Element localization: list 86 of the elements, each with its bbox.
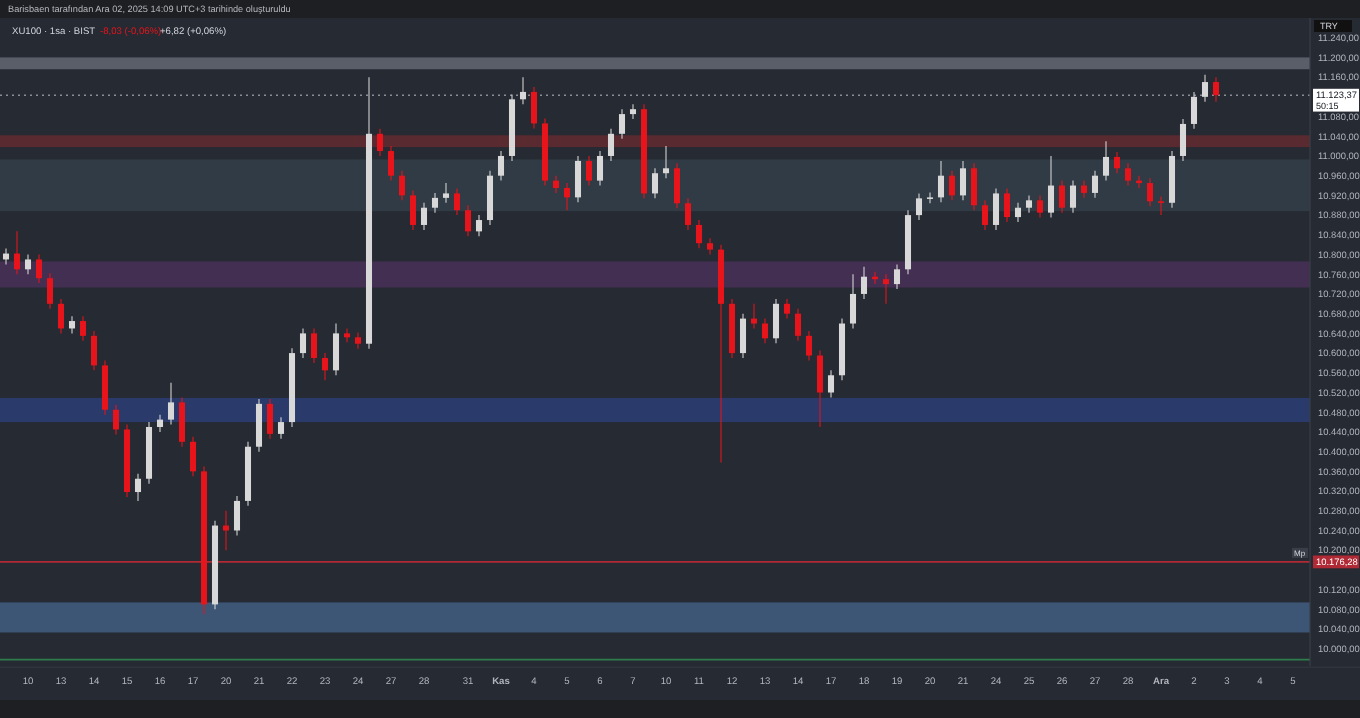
candlestick: [1201, 73, 1209, 103]
candlestick: [266, 398, 274, 440]
candlestick: [519, 76, 527, 105]
candlestick: [1124, 162, 1132, 187]
candlestick: [772, 298, 780, 344]
candlestick: [849, 273, 857, 330]
candlestick: [618, 108, 626, 140]
candlestick: [816, 349, 824, 428]
candlestick: [915, 192, 923, 221]
candlestick: [46, 272, 54, 310]
candlestick: [189, 436, 197, 477]
candlestick: [310, 327, 318, 364]
candlestick: [607, 128, 615, 162]
candlestick: [24, 253, 32, 275]
candlestick: [783, 298, 791, 320]
candlestick: [530, 86, 538, 130]
candlestick: [90, 330, 98, 372]
candlestick: [651, 167, 659, 200]
candlestick: [497, 150, 505, 182]
candlestick: [475, 214, 483, 237]
candlestick: [596, 150, 604, 187]
candlestick: [299, 327, 307, 359]
candlestick: [442, 182, 450, 204]
candlestick: [948, 170, 956, 202]
candlestick: [35, 253, 43, 284]
candlestick: [1113, 151, 1121, 174]
candlestick: [563, 182, 571, 211]
candlestick: [1168, 150, 1176, 209]
candlestick: [1003, 187, 1011, 223]
candlestick: [1179, 118, 1187, 162]
candlestick: [1157, 195, 1165, 216]
candlestick: [167, 381, 175, 426]
candlestick: [178, 396, 186, 448]
candlestick: [662, 145, 670, 179]
candlestick: [827, 369, 835, 399]
candlestick: [1036, 194, 1044, 219]
candlestick: [464, 204, 472, 237]
candlestick: [1047, 155, 1055, 219]
candlestick: [398, 170, 406, 202]
candlestick: [860, 266, 868, 300]
candlestick: [1014, 202, 1022, 223]
candlestick: [981, 199, 989, 231]
candlestick: [343, 327, 351, 343]
candlestick: [585, 155, 593, 187]
candlestick: [332, 322, 340, 376]
candlestick: [1190, 91, 1198, 130]
candlestick: [992, 187, 1000, 231]
candlestick: [629, 103, 637, 120]
candlestick: [684, 197, 692, 231]
candlestick: [761, 317, 769, 344]
candlestick: [13, 230, 21, 275]
candlestick: [453, 187, 461, 216]
candlestick: [937, 160, 945, 203]
candlestick: [794, 308, 802, 342]
candlestick: [1102, 140, 1110, 182]
candlestick: [321, 352, 329, 381]
candlestick: [970, 162, 978, 211]
candlestick: [893, 263, 901, 290]
candlestick: [959, 160, 967, 202]
candlestick: [233, 495, 241, 537]
candlestick: [420, 202, 428, 231]
candlestick: [57, 298, 65, 335]
candlestick: [134, 473, 142, 502]
candlestick: [486, 170, 494, 226]
candlestick: [101, 359, 109, 416]
candlestick: [926, 191, 934, 204]
candlestick: [79, 315, 87, 342]
candlestick: [1069, 179, 1077, 214]
candlestick: [1091, 170, 1099, 199]
candlestick: [882, 273, 890, 305]
candlestick: [255, 398, 263, 453]
candlestick: [805, 330, 813, 362]
candlestick: [574, 155, 582, 203]
candlestick: [431, 192, 439, 214]
candlestick: [409, 189, 417, 231]
candlestick: [277, 416, 285, 440]
candlestick: [1058, 179, 1066, 214]
candlestick: [750, 303, 758, 330]
candlestick: [739, 312, 747, 359]
candlestick: [112, 404, 120, 436]
candlestick: [387, 145, 395, 182]
candlestick: [673, 162, 681, 209]
candlestick: [1146, 177, 1154, 207]
candlestick: [1212, 76, 1220, 103]
candlestick: [376, 128, 384, 157]
candlestick: [695, 219, 703, 249]
